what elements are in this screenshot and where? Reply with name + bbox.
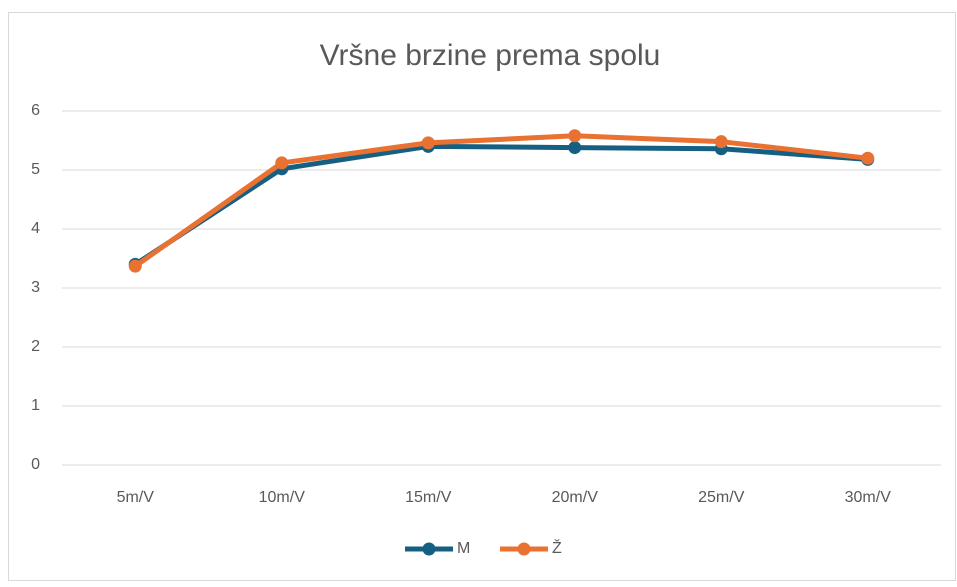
chart-title: Vršne brzine prema spolu: [320, 39, 661, 72]
y-tick-label: 1: [31, 397, 40, 414]
legend-label: Ž: [552, 538, 562, 557]
data-point: [861, 151, 875, 165]
legend-marker: [422, 542, 436, 556]
series-line: [132, 133, 871, 269]
x-tick-label: 25m/V: [698, 489, 745, 506]
y-tick-label: 3: [31, 279, 40, 296]
x-tick-label: 5m/V: [117, 489, 155, 506]
y-tick-label: 6: [31, 102, 40, 119]
x-tick-label: 15m/V: [405, 489, 452, 506]
y-tick-label: 2: [31, 338, 40, 355]
data-point: [714, 135, 728, 149]
data-point: [568, 129, 582, 143]
x-tick-label: 30m/V: [845, 489, 892, 506]
x-tick-label: 20m/V: [552, 489, 599, 506]
y-tick-label: 5: [31, 161, 40, 178]
data-point: [421, 136, 435, 150]
chart-frame: [8, 12, 956, 581]
legend-marker: [517, 542, 531, 556]
x-tick-label: 10m/V: [259, 489, 306, 506]
data-point: [275, 156, 289, 170]
y-tick-label: 4: [31, 220, 40, 237]
data-point: [568, 141, 582, 155]
y-tick-label: 0: [31, 456, 40, 473]
series-line: [132, 143, 871, 267]
legend-label: M: [457, 540, 470, 557]
data-point: [128, 259, 142, 273]
